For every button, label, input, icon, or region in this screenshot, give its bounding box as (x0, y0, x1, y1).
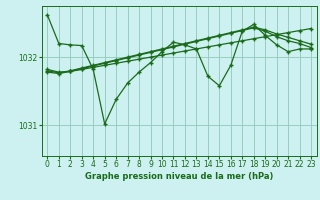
X-axis label: Graphe pression niveau de la mer (hPa): Graphe pression niveau de la mer (hPa) (85, 172, 273, 181)
